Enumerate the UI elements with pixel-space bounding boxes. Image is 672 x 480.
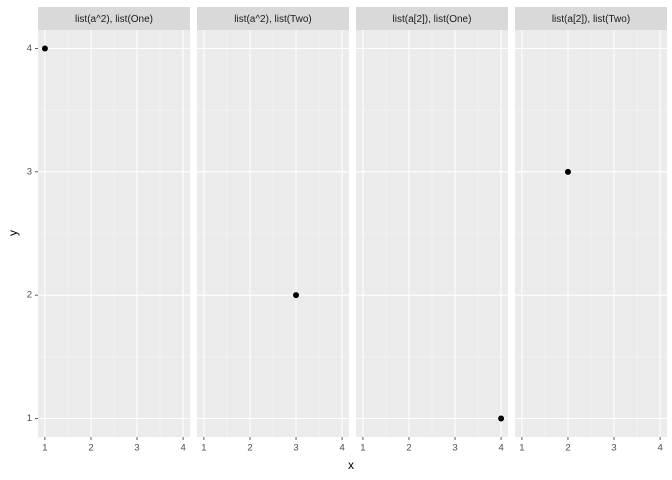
x-tick-label: 2	[406, 443, 411, 454]
x-tick-label: 1	[42, 443, 47, 454]
x-tick-label: 4	[657, 443, 662, 454]
x-tick-label: 3	[134, 443, 139, 454]
strip-label: list(a^2), list(One)	[75, 14, 153, 25]
x-tick-label: 3	[293, 443, 298, 454]
strip-background	[356, 7, 508, 30]
y-tick-label: 1	[27, 413, 32, 424]
strip-background	[38, 7, 190, 30]
x-tick-label: 1	[519, 443, 524, 454]
strip-label: list(a[2]), list(One)	[393, 14, 472, 25]
strip-background	[197, 7, 349, 30]
point	[293, 292, 300, 299]
strip-label: list(a[2]), list(Two)	[552, 14, 630, 25]
x-tick-label: 4	[180, 443, 185, 454]
x-tick-label: 3	[452, 443, 457, 454]
point	[41, 45, 48, 52]
y-tick-label: 3	[27, 166, 32, 177]
y-axis-title: y	[6, 230, 20, 236]
x-tick-label: 4	[498, 443, 503, 454]
x-tick-label: 1	[201, 443, 206, 454]
y-tick-label: 4	[27, 43, 32, 54]
x-tick-label: 4	[339, 443, 344, 454]
x-tick-label: 2	[247, 443, 252, 454]
x-tick-label: 2	[88, 443, 93, 454]
x-axis-title: x	[348, 458, 354, 472]
x-tick-label: 2	[565, 443, 570, 454]
y-tick-label: 2	[27, 290, 32, 301]
strip-label: list(a^2), list(Two)	[234, 14, 311, 25]
x-tick-label: 1	[360, 443, 365, 454]
point	[498, 415, 505, 422]
strip-background	[515, 7, 667, 30]
point	[564, 168, 571, 175]
x-tick-label: 3	[611, 443, 616, 454]
